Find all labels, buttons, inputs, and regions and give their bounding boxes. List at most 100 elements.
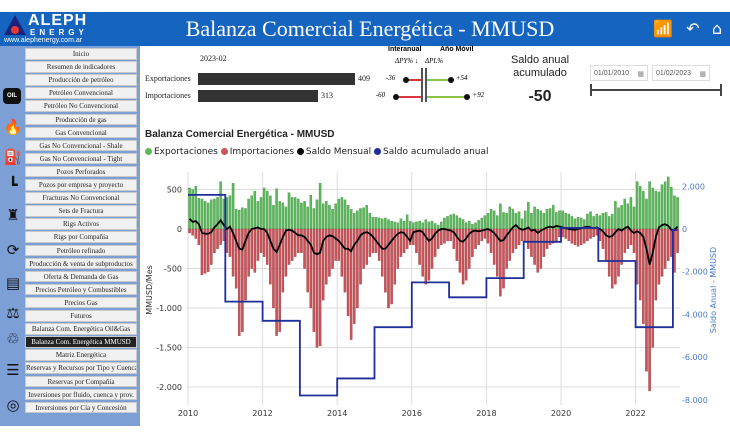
sidebar-item[interactable]: Oferta & Demanda de Gas — [25, 270, 137, 283]
export-bar — [496, 215, 499, 230]
y2-axis-title: Saldo Anual - MMUSD — [709, 247, 718, 333]
sidebar-item[interactable]: Petróleo refinado — [25, 244, 137, 256]
export-bar — [340, 197, 344, 230]
export-bar — [290, 197, 294, 230]
sidebar-item[interactable]: Fracturas No Convencional — [25, 192, 137, 204]
page-title: Balanza Comercial Energética - MMUSD — [185, 16, 555, 41]
sidebar-item[interactable]: Precios Petróleo y Combustibles — [25, 283, 137, 296]
sidebar-item[interactable]: Petróleo No Convencional — [25, 100, 137, 112]
sidebar-item[interactable]: Petróleo Convencional — [25, 87, 137, 99]
export-bar — [545, 209, 549, 230]
import-bar — [436, 228, 440, 249]
kpi-exports-bar — [198, 73, 355, 85]
import-bar — [365, 228, 368, 265]
scale-icon: ⚖ — [6, 304, 20, 322]
import-bar — [461, 228, 465, 285]
export-bar — [396, 222, 400, 230]
import-bar — [539, 228, 543, 269]
import-bar — [533, 228, 536, 265]
back-icon[interactable]: ↶ — [686, 19, 700, 38]
import-bar — [371, 228, 375, 253]
calendar-icon[interactable]: ▦ — [637, 71, 644, 78]
pl-delta-value: +92 — [472, 91, 485, 99]
logo-url: www.alephenergy.com.ar — [4, 37, 83, 44]
calendar-icon[interactable]: ▦ — [699, 71, 706, 78]
delta-py-header[interactable]: ΔPY% ↓ — [395, 57, 419, 65]
export-bar — [325, 201, 328, 230]
sidebar-item[interactable]: Rigs por Compañía — [25, 231, 137, 243]
sidebar-item[interactable]: Producción & venta de subproductos — [25, 257, 137, 270]
sidebar-item[interactable]: Balanza Com. Energética Oil&Gas — [25, 323, 137, 335]
sidebar-item[interactable]: Pozos por empresa y proyecto — [25, 179, 137, 191]
export-bar — [262, 187, 266, 230]
sidebar-item[interactable]: Gas Convencional — [25, 126, 137, 139]
date-slider-handle-end[interactable] — [720, 84, 722, 96]
date-slider-track[interactable] — [591, 89, 722, 91]
import-bar — [443, 228, 446, 244]
sidebar-item[interactable]: Resumen de indicadores — [25, 61, 137, 73]
sidebar-item[interactable]: Gas No Convencional - Shale — [25, 139, 137, 152]
import-bar — [666, 228, 670, 261]
export-bar — [402, 220, 406, 230]
import-bar — [480, 228, 483, 242]
import-bar — [328, 228, 331, 277]
sidebar-item[interactable]: Producción de petróleo — [25, 74, 137, 86]
home-icon[interactable]: ⌂ — [711, 19, 723, 38]
sidebar-item[interactable]: Reservas y Recursos por Tipo y Cuenca — [25, 362, 137, 374]
export-bar — [309, 194, 313, 230]
import-bar — [511, 228, 515, 253]
sidebar-item[interactable]: Rigs Activos — [25, 218, 137, 230]
export-bar — [393, 221, 396, 230]
import-bar — [281, 228, 285, 293]
sidebar-item[interactable]: Precios Gas — [25, 296, 137, 309]
export-bar — [259, 197, 263, 230]
sidebar-item[interactable]: Matriz Energética — [25, 349, 137, 361]
export-bar — [297, 198, 300, 230]
export-bar — [468, 220, 471, 230]
sidebar-item[interactable]: Inicio — [25, 48, 137, 60]
export-bar — [334, 203, 337, 230]
sidebar-item[interactable]: Reservas por Compañía — [25, 375, 137, 387]
sidebar-item[interactable]: Inversiones por fluido, cuenca y prov. — [25, 388, 137, 401]
y-tick-label: -1.500 — [156, 344, 182, 353]
chart-icon[interactable]: 📶 — [653, 19, 673, 38]
import-bar — [567, 228, 571, 242]
import-bar — [228, 228, 232, 257]
import-bar — [346, 228, 350, 317]
date-from-input[interactable]: 01/01/2010 ▦ — [590, 65, 648, 81]
export-bar — [499, 203, 502, 230]
sidebar-item[interactable]: Gas No Convencional - Tight — [25, 152, 137, 165]
logo-sub: ENERGY — [30, 28, 88, 37]
import-bar — [505, 228, 508, 269]
export-bar — [440, 221, 443, 230]
sidebar-item[interactable]: Balanza Com. Energética MMUSD — [25, 336, 137, 348]
sidebar-item[interactable]: Pozos Perforados — [25, 165, 137, 178]
export-bar — [551, 205, 555, 230]
logo[interactable]: ALEPH ENERGY www.alephenergy.com.ar — [0, 12, 140, 46]
export-bar — [670, 186, 673, 230]
import-bar — [576, 228, 580, 247]
import-bar — [384, 228, 387, 293]
legend-saldo-acumulado[interactable]: Saldo acumulado anual — [374, 147, 489, 157]
sidebar-item[interactable]: Inversiones por Cía y Concesión — [25, 401, 137, 414]
legend-importaciones[interactable]: Importaciones — [220, 147, 294, 157]
recycle-icon: ♲ — [6, 330, 20, 348]
sidebar-item[interactable]: Producción de gas — [25, 113, 137, 125]
export-bar — [657, 191, 661, 230]
sidebar-item[interactable]: Futuros — [25, 310, 137, 322]
export-bar — [561, 210, 564, 230]
import-bar — [390, 228, 393, 305]
date-slider-handle-start[interactable] — [590, 84, 592, 96]
export-bar — [452, 213, 456, 230]
export-bar — [405, 214, 409, 230]
date-to-input[interactable]: 01/02/2023 ▦ — [652, 65, 710, 81]
export-bar — [418, 220, 421, 230]
legend-exportaciones[interactable]: Exportaciones — [145, 147, 218, 157]
export-bar — [564, 213, 567, 230]
import-bar — [343, 228, 347, 293]
legend-saldo-mensual[interactable]: Saldo Mensual — [296, 147, 371, 157]
sidebar-item[interactable]: Sets de Fractura — [25, 205, 137, 217]
import-bar — [542, 228, 546, 257]
export-bar — [629, 197, 633, 230]
